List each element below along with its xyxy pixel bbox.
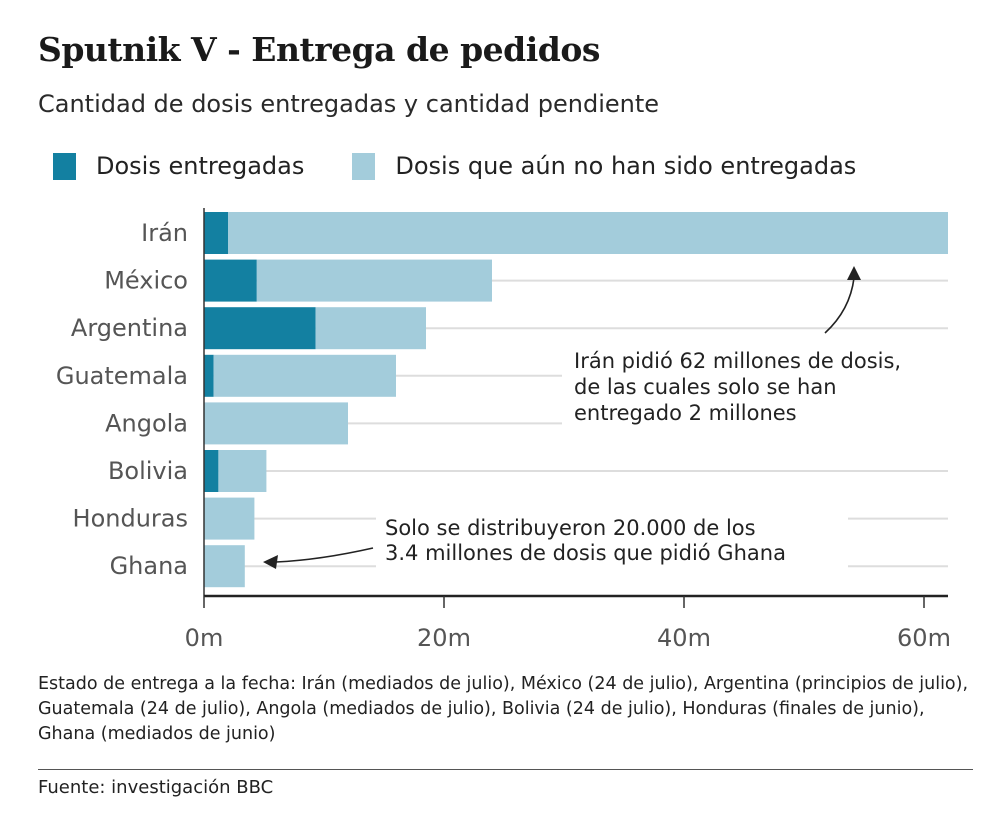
annotation-ghana-arrow bbox=[275, 547, 374, 563]
x-tick-label: 0m bbox=[185, 624, 224, 652]
annotation-background bbox=[376, 508, 848, 574]
bar-pending bbox=[218, 450, 267, 492]
footnote: Estado de entrega a la fecha: Irán (medi… bbox=[38, 674, 969, 744]
y-label: Honduras bbox=[73, 505, 188, 533]
y-label: Angola bbox=[105, 409, 188, 437]
legend-swatch-delivered bbox=[53, 152, 76, 180]
annotation-ghana-text: Solo se distribuyeron 20.000 de los bbox=[385, 516, 756, 540]
bar-delivered bbox=[204, 259, 257, 302]
legend-item-delivered: Dosis entregadas bbox=[53, 152, 304, 180]
x-tick-label: 40m bbox=[657, 624, 711, 652]
bars bbox=[204, 212, 948, 588]
legend-item-pending: Dosis que aún no han sido entregadas bbox=[352, 152, 856, 180]
y-label: Argentina bbox=[71, 314, 188, 342]
legend-swatch-pending bbox=[352, 152, 376, 180]
arrowhead-icon bbox=[847, 266, 861, 280]
bar-pending bbox=[256, 259, 492, 302]
bar-delivered bbox=[204, 450, 219, 492]
annotation-iran-text: de las cuales solo se han bbox=[574, 375, 837, 399]
legend-label-pending: Dosis que aún no han sido entregadas bbox=[395, 152, 857, 180]
x-tick-label: 20m bbox=[417, 624, 471, 652]
x-tick-label: 60m bbox=[897, 624, 951, 652]
bar-delivered bbox=[204, 354, 214, 397]
bar-pending bbox=[315, 307, 426, 350]
chart-subtitle: Cantidad de dosis entregadas y cantidad … bbox=[38, 90, 660, 118]
bar-pending bbox=[204, 545, 245, 588]
chart-title: Sputnik V - Entrega de pedidos bbox=[38, 30, 600, 69]
bar-pending bbox=[204, 497, 255, 540]
annotation-iran-text: Irán pidió 62 millones de dosis, bbox=[574, 349, 901, 373]
bar-pending bbox=[213, 354, 396, 397]
y-label: Ghana bbox=[110, 552, 188, 580]
y-label: Irán bbox=[141, 219, 188, 247]
bar-delivered bbox=[204, 307, 316, 350]
legend: Dosis entregadas Dosis que aún no han si… bbox=[53, 152, 904, 180]
y-axis-labels: Irán México Argentina Guatemala Angola Bolivi… bbox=[56, 219, 188, 580]
divider bbox=[38, 769, 973, 770]
annotation-iran-arrow bbox=[824, 277, 855, 334]
bar-pending bbox=[204, 402, 348, 445]
y-label: Guatemala bbox=[56, 362, 188, 390]
annotations: Irán pidió 62 millones de dosis,de las c… bbox=[263, 266, 957, 574]
bar-pending bbox=[228, 212, 948, 254]
source: Fuente: investigación BBC bbox=[38, 777, 274, 798]
annotation-iran-text: entregado 2 millones bbox=[574, 401, 797, 425]
arrowhead-icon bbox=[263, 555, 278, 569]
y-label: Bolivia bbox=[108, 457, 188, 485]
x-axis: 0m 20m 40m 60m bbox=[185, 208, 951, 652]
bar-delivered bbox=[204, 212, 228, 254]
legend-label-delivered: Dosis entregadas bbox=[96, 152, 305, 180]
y-label: México bbox=[104, 267, 188, 295]
annotation-background bbox=[562, 342, 957, 434]
annotation-ghana-text: 3.4 millones de dosis que pidió Ghana bbox=[385, 541, 786, 565]
